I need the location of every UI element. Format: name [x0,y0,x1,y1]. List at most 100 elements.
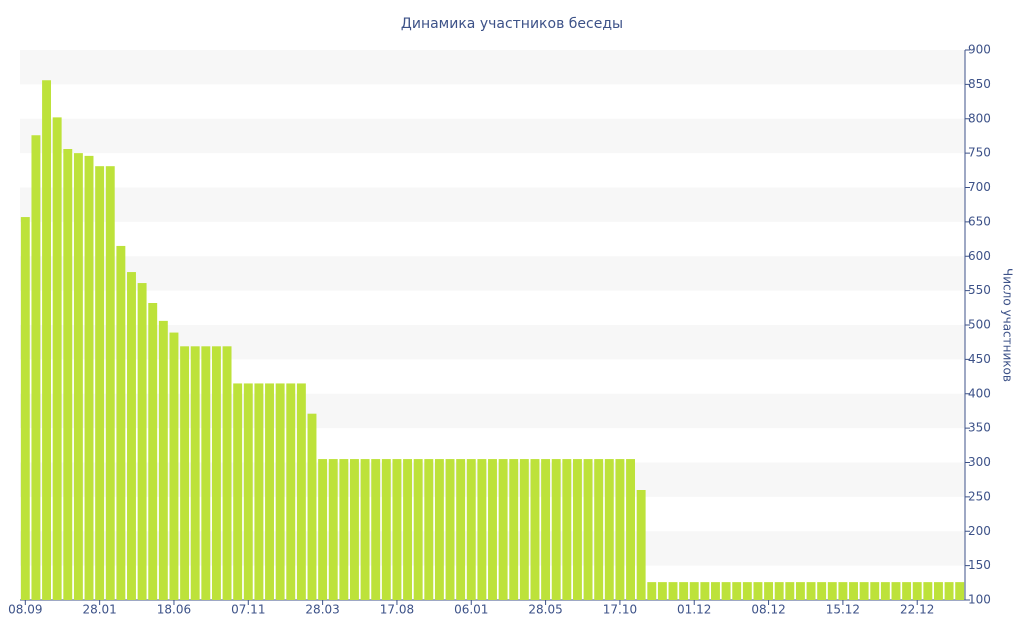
bar [211,346,221,600]
bar [265,383,274,600]
bar [562,459,572,600]
bar [20,217,30,600]
x-tick-label: 07.11 [231,603,265,617]
bar [689,582,699,600]
grid-band [20,50,965,85]
bar [955,582,965,600]
bar [838,582,848,600]
bar [700,582,710,600]
bar [541,459,551,600]
bar [201,346,211,600]
bar [148,303,158,600]
bar [572,459,582,600]
y-tick-label: 200 [968,524,991,538]
chart-title: Динамика участников беседы [401,16,623,32]
bar [902,582,912,600]
bar [679,582,689,600]
bar [403,459,413,600]
bar [933,582,943,600]
bar [52,117,62,600]
bar [732,582,742,600]
bar [222,346,232,600]
x-tick-label: 17.10 [603,603,637,617]
y-tick-label: 850 [968,77,991,91]
x-tick-label: 06.01 [454,603,488,617]
bar [870,582,880,600]
bar [233,383,243,600]
bar [742,582,752,600]
bar [137,283,147,600]
y-tick-label: 700 [968,180,991,194]
bar [880,582,890,600]
bar [859,582,869,600]
bar [615,459,625,600]
bar [434,459,444,600]
bar [350,459,359,600]
bar [286,383,296,600]
bar [530,459,540,600]
bar [817,582,827,600]
y-tick-label: 750 [968,146,991,160]
bar [636,490,646,600]
x-tick-label: 08.09 [8,603,42,617]
bar [551,459,561,600]
bar [647,582,657,600]
x-tick-label: 15.12 [826,603,860,617]
bar [31,135,41,600]
bar [243,383,253,600]
y-tick-label: 100 [968,593,991,607]
bar [456,459,466,600]
bar [73,153,83,600]
bar [891,582,901,600]
x-tick-label: 08.12 [751,603,785,617]
bar [466,459,476,600]
y-tick-label: 650 [968,214,991,228]
bar [923,582,933,600]
y-tick-label: 800 [968,111,991,125]
bar [158,320,168,600]
bar [668,582,678,600]
grid-band [20,187,965,222]
bar [944,582,954,600]
bar [753,582,763,600]
y-tick-label: 600 [968,249,991,263]
bar [296,383,306,600]
y-tick-label: 400 [968,386,991,400]
bar [498,459,508,600]
bar [180,346,190,600]
x-tick-label: 28.05 [528,603,562,617]
bar [318,459,328,600]
bar [626,459,635,600]
bar [721,582,731,600]
grid-band [20,256,965,291]
bar [95,166,105,600]
bar [371,459,381,600]
bar [339,459,349,600]
bar [509,459,519,600]
bar [254,383,264,600]
bar [392,459,402,600]
bar [477,459,487,600]
y-tick-label: 350 [968,421,991,435]
bar [849,582,858,600]
bar [169,332,179,600]
y-tick-label: 900 [968,43,991,57]
bar [127,272,136,600]
bar [84,155,94,600]
bar [657,582,667,600]
bar [424,459,434,600]
bar [806,582,816,600]
grid-band [20,118,965,154]
bar [583,459,593,600]
y-axis-label: Число участников [1001,268,1015,382]
y-tick-label: 500 [968,318,991,332]
bar [445,459,455,600]
bar [190,346,200,600]
bar [488,459,497,600]
y-tick-label: 300 [968,455,991,469]
bar [105,166,115,600]
bar [63,149,73,600]
bar [912,582,922,600]
x-tick-label: 22.12 [900,603,934,617]
